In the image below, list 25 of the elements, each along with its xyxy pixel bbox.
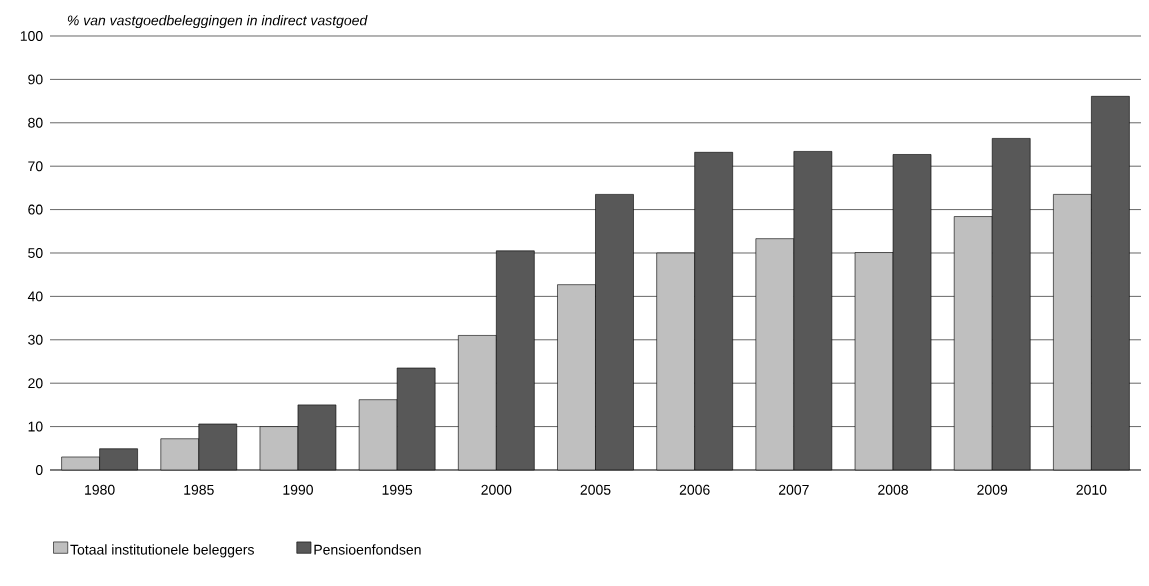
x-tick-label: 2010 [1076,484,1107,495]
x-tick-label: 1990 [283,484,313,495]
x-tick-label: 2007 [778,484,809,495]
y-tick-label: 50 [28,248,43,258]
x-tick-label: 2000 [481,484,512,495]
y-tick-label: 90 [28,74,43,85]
y-tick-label: 70 [28,161,43,172]
x-tick-label: 1980 [85,484,115,495]
y-tick-label: 40 [27,291,43,302]
x-tick-label: 1995 [382,484,413,495]
x-tick-label: 2009 [977,484,1008,495]
y-axis-title: % van vastgoedbeleggingen in indirect vastgoed [67,15,368,29]
y-tick-label: 10 [28,421,43,432]
y-tick-label: 60 [28,204,43,215]
legend-label: Totaal institutionele beleggers [70,544,254,558]
x-tick-label: 2005 [580,484,611,495]
x-tick-label: 2006 [679,484,710,495]
y-tick-label: 30 [28,334,43,345]
y-tick-label: 20 [28,378,43,389]
legend-label: Pensioenfondsen [314,544,421,555]
x-tick-label: 1985 [184,484,214,495]
y-tick-label: 80 [28,117,43,128]
y-tick-label: 100 [20,31,43,41]
y-tick-label: 0 [35,465,43,475]
x-tick-label: 2008 [878,484,908,495]
